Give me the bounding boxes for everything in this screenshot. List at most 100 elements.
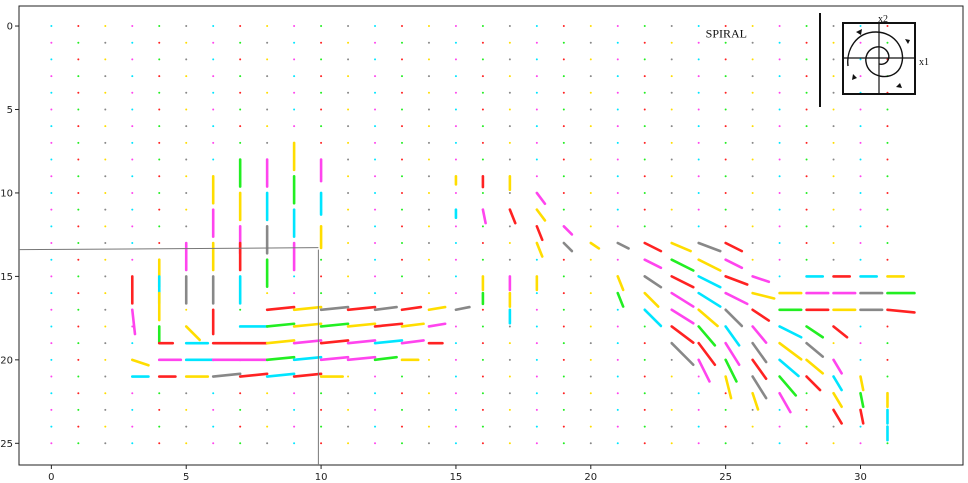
grid-dot xyxy=(616,442,619,445)
grid-dot xyxy=(239,442,242,445)
grid-dot xyxy=(454,408,457,411)
grid-dot xyxy=(293,25,296,28)
grid-dot xyxy=(562,175,565,178)
grid-dot xyxy=(374,75,377,78)
grid-dot xyxy=(347,58,350,61)
vector-arrow xyxy=(751,391,760,411)
grid-dot xyxy=(535,141,538,144)
grid-dot xyxy=(104,375,107,378)
grid-dot xyxy=(616,175,619,178)
grid-dot xyxy=(697,408,700,411)
grid-dot xyxy=(158,108,161,111)
vector-arrow xyxy=(751,375,768,400)
grid-dot xyxy=(374,175,377,178)
grid-dot xyxy=(427,425,430,428)
grid-dot xyxy=(427,125,430,128)
vector-arrow xyxy=(832,375,843,392)
grid-dot xyxy=(832,191,835,194)
grid-dot xyxy=(481,308,484,311)
grid-dot xyxy=(212,425,215,428)
grid-dot xyxy=(77,292,80,295)
grid-dot xyxy=(616,358,619,361)
y-tick-label: 5 xyxy=(7,105,13,116)
grid-dot xyxy=(427,242,430,245)
grid-dot xyxy=(508,91,511,94)
grid-dot xyxy=(562,191,565,194)
grid-dot xyxy=(859,258,862,261)
grid-dot xyxy=(859,325,862,328)
grid-dot xyxy=(805,242,808,245)
vector-arrow xyxy=(670,258,695,272)
vector-arrow xyxy=(805,341,825,358)
vector-arrow xyxy=(832,391,843,409)
grid-dot xyxy=(320,75,323,78)
grid-dot xyxy=(347,392,350,395)
vector-arrow xyxy=(373,322,404,328)
vector-arrow xyxy=(427,322,447,328)
grid-dot xyxy=(50,75,53,78)
grid-dot xyxy=(751,158,754,161)
grid-dot xyxy=(400,392,403,395)
grid-dot xyxy=(185,408,188,411)
grid-dot xyxy=(50,242,53,245)
y-tick-label: 0 xyxy=(7,22,13,33)
grid-dot xyxy=(886,325,889,328)
grid-dot xyxy=(859,108,862,111)
vector-arrow xyxy=(697,325,717,347)
grid-dot xyxy=(589,175,592,178)
grid-dot xyxy=(616,425,619,428)
vector-arrow xyxy=(238,372,269,378)
grid-dot xyxy=(320,25,323,28)
grid-dot xyxy=(50,58,53,61)
grid-dot xyxy=(832,158,835,161)
vector-arrow xyxy=(265,372,296,378)
grid-dot xyxy=(778,125,781,128)
grid-dot xyxy=(293,292,296,295)
grid-dot xyxy=(508,191,511,194)
inset-x1-label: x1 xyxy=(919,57,929,68)
grid-dot xyxy=(104,225,107,228)
grid-dot xyxy=(589,292,592,295)
grid-dot xyxy=(562,141,565,144)
grid-dot xyxy=(400,275,403,278)
grid-dot xyxy=(589,275,592,278)
grid-dot xyxy=(347,41,350,44)
vector-arrow xyxy=(778,341,803,361)
grid-dot xyxy=(886,225,889,228)
grid-dot xyxy=(320,91,323,94)
grid-dot xyxy=(454,225,457,228)
grid-dot xyxy=(535,258,538,261)
grid-dot xyxy=(104,292,107,295)
grid-dot xyxy=(104,175,107,178)
grid-dot xyxy=(778,225,781,228)
vector-arrow xyxy=(859,408,865,425)
grid-dot xyxy=(697,442,700,445)
grid-dot xyxy=(50,41,53,44)
grid-dot xyxy=(454,75,457,78)
grid-dot xyxy=(293,125,296,128)
grid-dot xyxy=(212,108,215,111)
grid-dot xyxy=(104,75,107,78)
grid-dot xyxy=(266,58,269,61)
grid-dot xyxy=(400,125,403,128)
grid-dot xyxy=(131,75,134,78)
grid-dot xyxy=(832,342,835,345)
grid-dot xyxy=(481,358,484,361)
grid-dot xyxy=(158,25,161,28)
grid-dot xyxy=(50,342,53,345)
grid-dot xyxy=(643,425,646,428)
grid-dot xyxy=(104,425,107,428)
grid-dot xyxy=(158,225,161,228)
grid-dot xyxy=(158,75,161,78)
grid-dot xyxy=(643,158,646,161)
grid-dot xyxy=(347,375,350,378)
grid-dot xyxy=(400,191,403,194)
grid-dot xyxy=(751,425,754,428)
grid-dot xyxy=(427,25,430,28)
grid-dot xyxy=(50,91,53,94)
vector-arrow xyxy=(724,291,749,306)
grid-dot xyxy=(778,158,781,161)
grid-dot xyxy=(886,108,889,111)
grid-dot xyxy=(454,358,457,361)
